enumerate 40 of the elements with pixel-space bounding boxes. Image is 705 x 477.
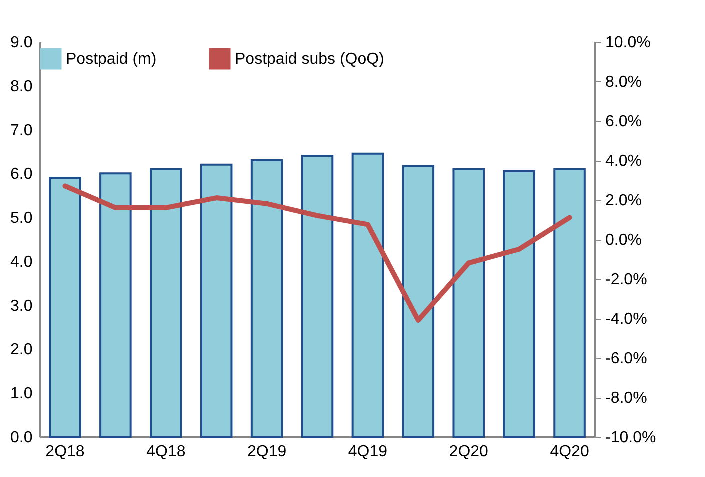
bar: [250, 160, 284, 438]
bar: [554, 168, 586, 438]
bar: [100, 172, 132, 438]
y2-tick-label: 2.0%: [606, 192, 642, 210]
x-tick-label: 4Q18: [146, 444, 186, 460]
y2-tick-label: -8.0%: [606, 390, 648, 407]
bar: [200, 164, 233, 438]
y2-tick-label: -4.0%: [606, 311, 648, 328]
y-tick-label: 0.0: [10, 430, 33, 446]
y-tick-label: 2.0: [10, 342, 33, 359]
x-tick-label: 4Q20: [550, 444, 590, 460]
y-tick-label: 3.0: [10, 298, 33, 315]
y2-tick-label: 10.0%: [606, 34, 651, 52]
legend-label: Postpaid subs (QoQ): [235, 51, 384, 68]
y2-tick-label: -10.0%: [606, 430, 656, 446]
x-tick-label: 2Q19: [247, 444, 287, 460]
legend-label: Postpaid (m): [66, 51, 157, 68]
bar: [352, 152, 384, 438]
y-tick-label: 9.0: [10, 34, 33, 52]
y2-tick-label: 8.0%: [606, 74, 642, 91]
x-tick-label: 2Q20: [449, 444, 489, 460]
bar: [452, 168, 485, 438]
y-tick-label: 4.0: [10, 254, 33, 271]
y2-tick-label: 6.0%: [606, 114, 642, 130]
bar: [402, 165, 435, 438]
x-tick-label: 2Q18: [46, 444, 85, 460]
y-tick-label: 7.0: [10, 122, 33, 140]
x-tick-label: 4Q19: [348, 444, 388, 460]
y2-tick-label: 0.0%: [606, 232, 642, 249]
bar: [49, 177, 82, 438]
y-tick-label: 1.0: [10, 386, 33, 403]
y-tick-label: 6.0: [10, 166, 33, 184]
bar: [503, 170, 536, 438]
y2-tick-label: -6.0%: [606, 350, 648, 368]
y2-tick-label: 4.0%: [606, 153, 642, 170]
y-tick-label: 8.0: [10, 78, 33, 96]
y-tick-label: 5.0: [10, 210, 33, 228]
y2-tick-label: -2.0%: [606, 272, 648, 288]
bar: [301, 155, 334, 438]
bar: [150, 168, 182, 438]
